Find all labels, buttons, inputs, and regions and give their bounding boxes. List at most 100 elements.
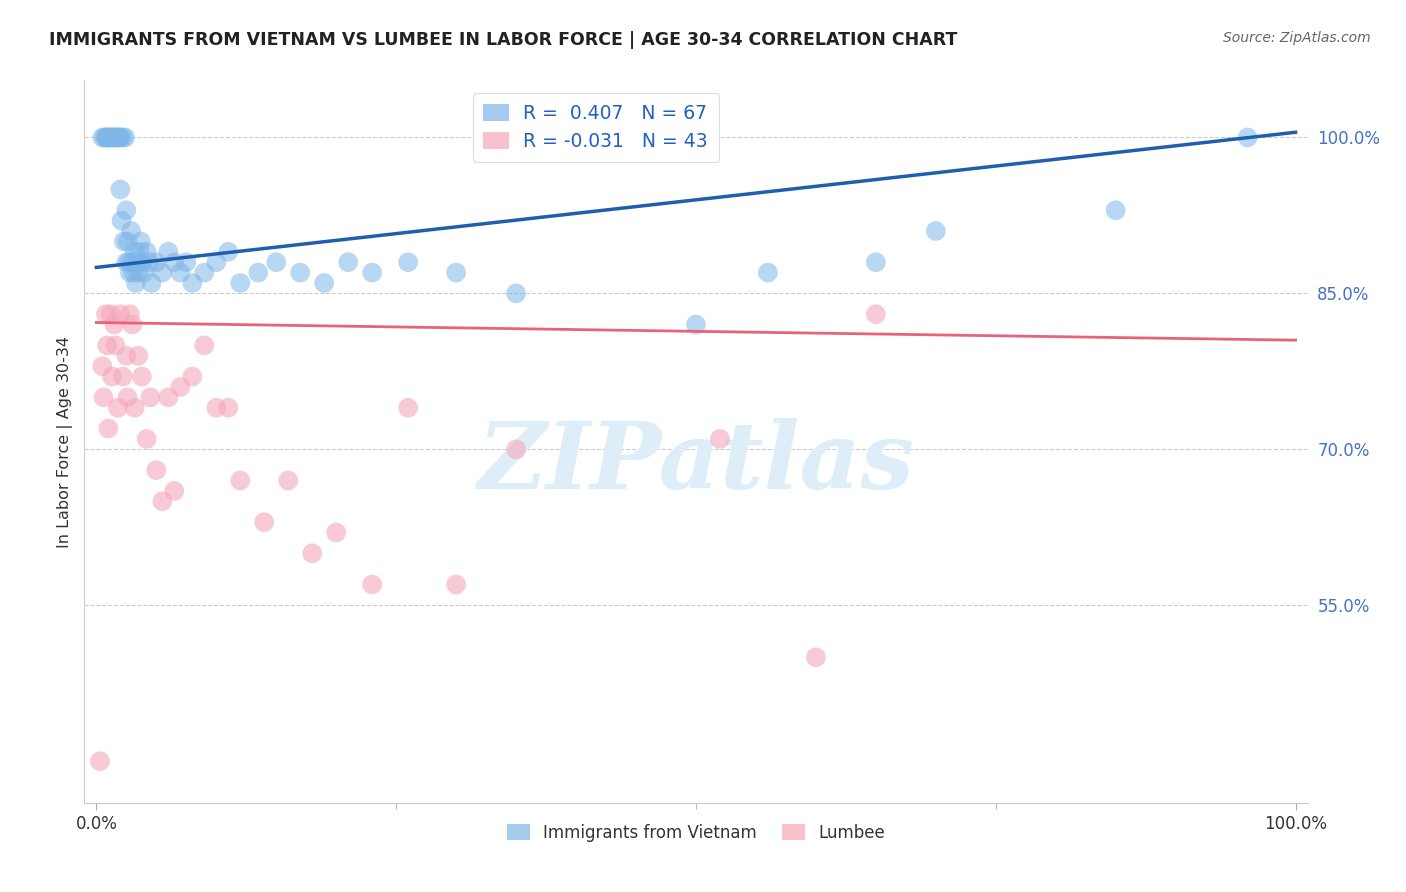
Point (96, 130, 118, 145)
Point (94, 307, 117, 321)
Point (101, 369, 124, 384)
Point (150, 494, 173, 508)
Point (135, 244, 157, 259)
Point (97, 421, 120, 435)
Point (115, 203, 138, 218)
Point (115, 349, 138, 363)
Point (181, 369, 204, 384)
Y-axis label: In Labor Force | Age 30-34: In Labor Force | Age 30-34 (58, 335, 73, 548)
Point (117, 235, 139, 249)
Point (290, 266, 312, 280)
Point (104, 338, 127, 352)
Point (101, 130, 124, 145)
Point (229, 276, 252, 290)
Point (121, 318, 143, 332)
Point (97, 130, 120, 145)
Point (139, 390, 162, 404)
Point (181, 276, 204, 290)
Text: ZIPatlas: ZIPatlas (478, 418, 914, 508)
Point (709, 432, 731, 446)
Point (103, 318, 125, 332)
Point (925, 224, 948, 238)
Point (96, 338, 118, 352)
Point (145, 463, 167, 477)
Point (129, 235, 152, 249)
Point (110, 307, 132, 321)
Point (217, 244, 239, 259)
Point (141, 276, 163, 290)
Point (247, 266, 270, 280)
Point (1236, 130, 1258, 145)
Point (93, 390, 115, 404)
Point (163, 483, 186, 498)
Point (685, 318, 707, 332)
Point (111, 130, 134, 145)
Point (91, 359, 114, 374)
Point (1105, 203, 1128, 218)
Point (112, 235, 135, 249)
Point (122, 266, 145, 280)
Point (118, 266, 141, 280)
Point (115, 255, 138, 269)
Point (131, 255, 153, 269)
Point (111, 369, 134, 384)
Point (756, 266, 779, 280)
Point (337, 255, 360, 269)
Point (89, 754, 111, 768)
Point (127, 255, 149, 269)
Point (94, 130, 117, 145)
Point (107, 401, 129, 415)
Point (100, 307, 122, 321)
Point (134, 266, 156, 280)
Text: IMMIGRANTS FROM VIETNAM VS LUMBEE IN LABOR FORCE | AGE 30-34 CORRELATION CHART: IMMIGRANTS FROM VIETNAM VS LUMBEE IN LAB… (49, 31, 957, 49)
Point (124, 244, 146, 259)
Point (193, 338, 215, 352)
Point (253, 515, 276, 529)
Point (804, 650, 827, 665)
Point (150, 266, 173, 280)
Point (110, 213, 132, 227)
Point (117, 390, 139, 404)
Point (135, 432, 157, 446)
Point (110, 182, 132, 196)
Point (114, 130, 136, 145)
Text: Source: ZipAtlas.com: Source: ZipAtlas.com (1223, 31, 1371, 45)
Point (121, 255, 143, 269)
Point (101, 130, 124, 145)
Point (396, 255, 419, 269)
Point (361, 577, 384, 591)
Point (169, 380, 191, 394)
Point (97, 130, 120, 145)
Point (157, 244, 180, 259)
Point (865, 307, 887, 321)
Point (174, 255, 197, 269)
Point (138, 255, 160, 269)
Point (107, 130, 129, 145)
Point (169, 266, 191, 280)
Point (314, 276, 336, 290)
Point (163, 255, 186, 269)
Point (157, 390, 180, 404)
Point (505, 286, 527, 301)
Point (131, 369, 153, 384)
Point (108, 130, 131, 145)
Point (110, 130, 132, 145)
Point (104, 130, 127, 145)
Legend: Immigrants from Vietnam, Lumbee: Immigrants from Vietnam, Lumbee (501, 817, 891, 848)
Point (505, 442, 527, 457)
Point (205, 401, 228, 415)
Point (301, 546, 323, 560)
Point (125, 276, 148, 290)
Point (264, 255, 287, 269)
Point (118, 307, 141, 321)
Point (103, 130, 125, 145)
Point (444, 577, 467, 591)
Point (145, 255, 167, 269)
Point (120, 224, 142, 238)
Point (325, 525, 347, 540)
Point (91, 130, 114, 145)
Point (217, 401, 239, 415)
Point (93, 130, 117, 145)
Point (118, 255, 141, 269)
Point (229, 474, 252, 488)
